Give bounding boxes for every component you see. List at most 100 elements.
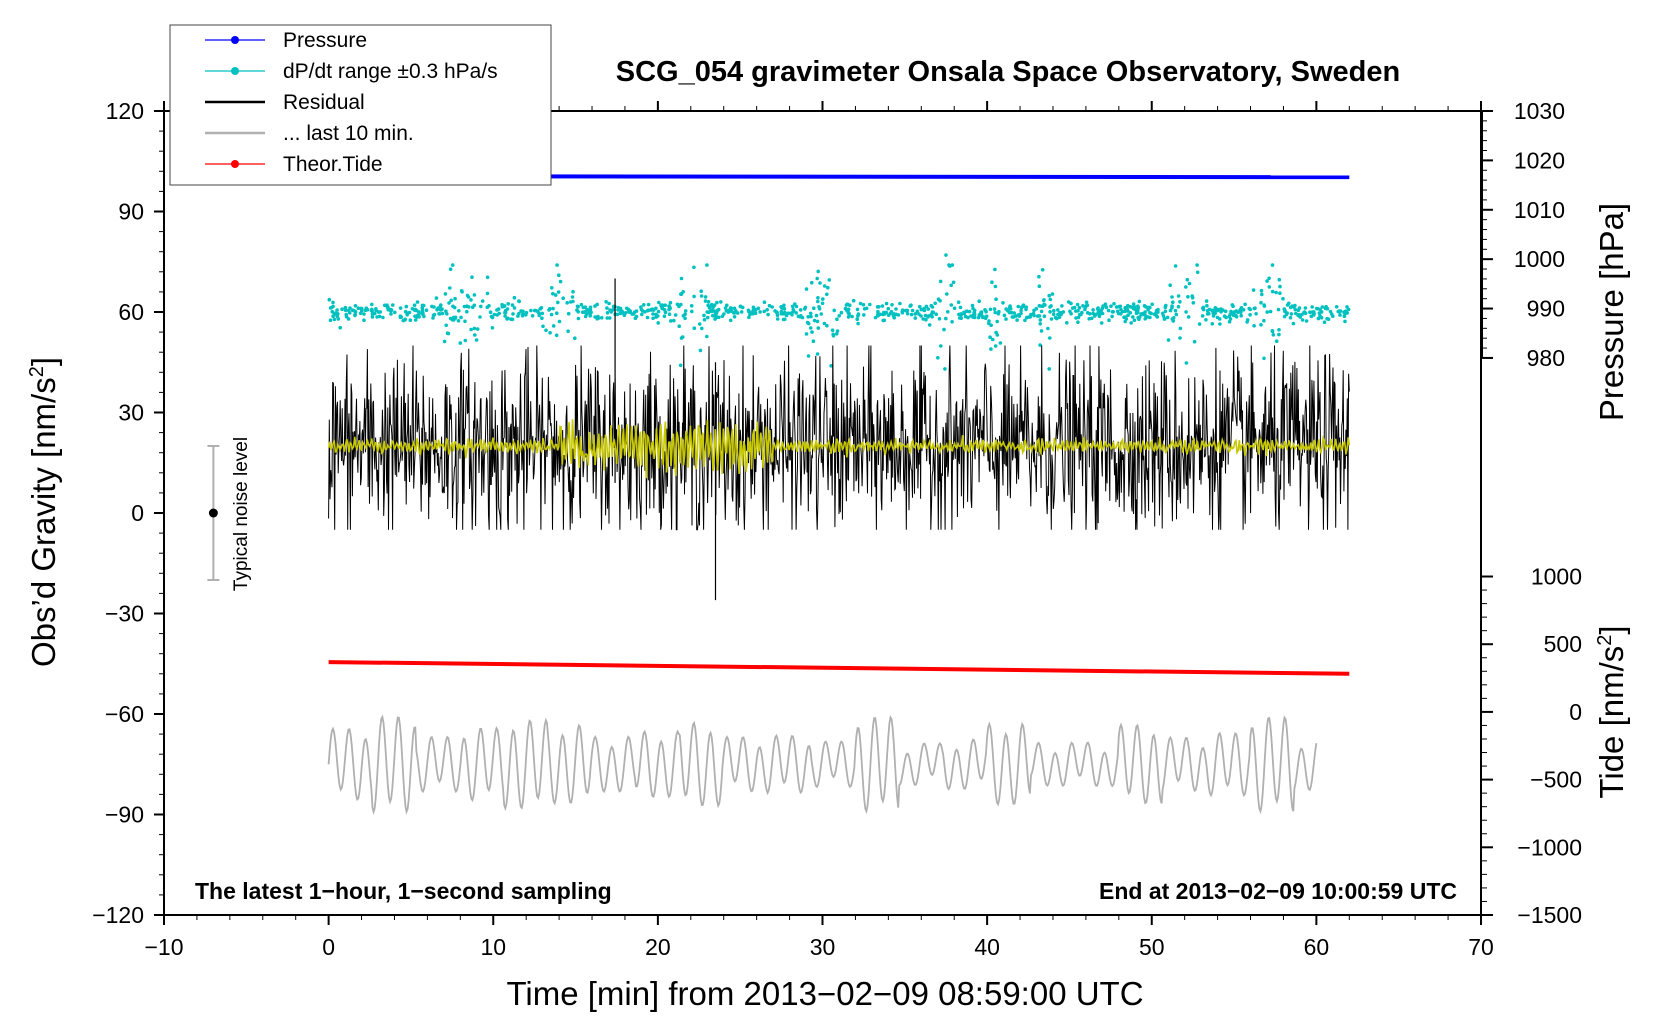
dpdt-point	[703, 295, 708, 299]
tide-axis-label-main: Tide [nm/s	[1593, 646, 1630, 799]
dpdt-point	[555, 311, 559, 316]
dpdt-point	[1038, 322, 1042, 326]
dpdt-point	[1252, 324, 1256, 328]
dpdt-point	[707, 304, 712, 309]
dpdt-point	[1281, 296, 1285, 301]
dpdt-point	[747, 315, 751, 320]
dpdt-point	[1077, 305, 1082, 310]
dpdt-point	[1076, 320, 1080, 325]
dpdt-point	[815, 352, 820, 356]
dpdt-point	[1131, 305, 1135, 310]
dpdt-point	[1213, 306, 1218, 310]
dpdt-point	[811, 339, 816, 344]
dpdt-point	[890, 303, 894, 307]
dpdt-point	[1191, 301, 1196, 305]
dpdt-point	[705, 315, 710, 320]
dpdt-point	[640, 309, 645, 313]
dpdt-point	[931, 310, 935, 315]
dpdt-point	[535, 309, 540, 314]
annotation-bottom-right: End at 2013−02−09 10:00:59 UTC	[1099, 878, 1457, 904]
dpdt-point	[1211, 314, 1216, 318]
dpdt-point	[709, 309, 713, 314]
legend-items: Pressure dP/dt range ±0.3 hPa/s Residual..…	[205, 29, 498, 176]
dpdt-point	[459, 289, 464, 293]
dpdt-point	[725, 303, 729, 308]
dpdt-point	[804, 332, 809, 336]
dpdt-point	[834, 332, 839, 336]
dpdt-point	[1170, 305, 1174, 310]
dpdt-point	[1195, 270, 1200, 275]
dpdt-point	[880, 304, 885, 308]
dpdt-point	[492, 312, 497, 317]
dpdt-point	[856, 314, 860, 318]
dpdt-point	[1128, 311, 1133, 315]
dpdt-point	[1170, 317, 1175, 321]
dpdt-point	[459, 315, 463, 320]
tide-tick-label: −1000	[1517, 834, 1582, 860]
dpdt-point	[1074, 316, 1078, 320]
dpdt-point	[988, 335, 992, 340]
x-tick-label: 30	[810, 934, 836, 960]
dpdt-point	[1223, 309, 1228, 314]
dpdt-point	[668, 306, 672, 311]
y-axis-label-sup: 2	[26, 366, 48, 377]
x-tick-label: 70	[1468, 934, 1494, 960]
dpdt-point	[673, 313, 678, 317]
dpdt-point	[1170, 295, 1174, 299]
dpdt-point	[1065, 321, 1069, 325]
dpdt-point	[698, 348, 703, 353]
dpdt-point	[949, 283, 953, 288]
x-axis-label: Time [min] from 2013−02−09 08:59:00 UTC	[506, 975, 1143, 1012]
dpdt-point	[1143, 310, 1147, 314]
dpdt-point	[627, 308, 631, 313]
dpdt-point	[1218, 322, 1222, 326]
dpdt-point	[1217, 317, 1222, 321]
dpdt-point	[1080, 310, 1084, 315]
dpdt-point	[667, 312, 672, 317]
dpdt-point	[944, 316, 948, 321]
dpdt-point	[808, 311, 813, 316]
dpdt-point	[375, 315, 379, 319]
dpdt-point	[839, 310, 844, 315]
dpdt-point	[1178, 300, 1182, 304]
dpdt-point	[719, 300, 723, 304]
legend: Pressure dP/dt range ±0.3 hPa/s Residual..…	[169, 24, 552, 186]
dpdt-point	[781, 306, 786, 311]
dpdt-point	[551, 306, 555, 311]
dpdt-point	[1265, 279, 1269, 283]
dpdt-point	[1165, 315, 1170, 320]
dpdt-point	[551, 291, 555, 296]
dpdt-point	[412, 303, 417, 308]
dpdt-point	[555, 263, 559, 267]
dpdt-point	[933, 301, 937, 306]
dpdt-point	[1131, 302, 1136, 306]
y-tick-label: 120	[106, 98, 144, 124]
dpdt-point	[662, 307, 667, 312]
dpdt-point	[474, 338, 479, 342]
dpdt-point	[861, 302, 866, 307]
dpdt-point	[547, 308, 551, 312]
dpdt-point	[656, 309, 661, 314]
dpdt-point	[381, 315, 385, 320]
dpdt-point	[689, 304, 694, 308]
tide-tick-label: 0	[1569, 699, 1582, 725]
dpdt-point	[470, 275, 474, 280]
dpdt-point	[576, 304, 580, 309]
dpdt-point	[1285, 303, 1290, 307]
dpdt-point	[1173, 308, 1178, 313]
dpdt-point	[1296, 308, 1301, 313]
dpdt-point	[1023, 318, 1027, 323]
dpdt-point	[786, 311, 790, 316]
dpdt-point	[1331, 314, 1335, 319]
dpdt-point	[837, 314, 841, 318]
dpdt-point	[998, 341, 1003, 345]
dpdt-point	[497, 311, 502, 316]
dpdt-point	[1174, 312, 1179, 317]
dpdt-point	[756, 306, 761, 311]
dpdt-point	[715, 300, 719, 305]
pressure-axis-label: Pressure [hPa]	[1593, 203, 1630, 421]
dpdt-point	[1101, 304, 1105, 308]
dpdt-point	[1328, 309, 1333, 314]
dpdt-point	[362, 312, 366, 316]
